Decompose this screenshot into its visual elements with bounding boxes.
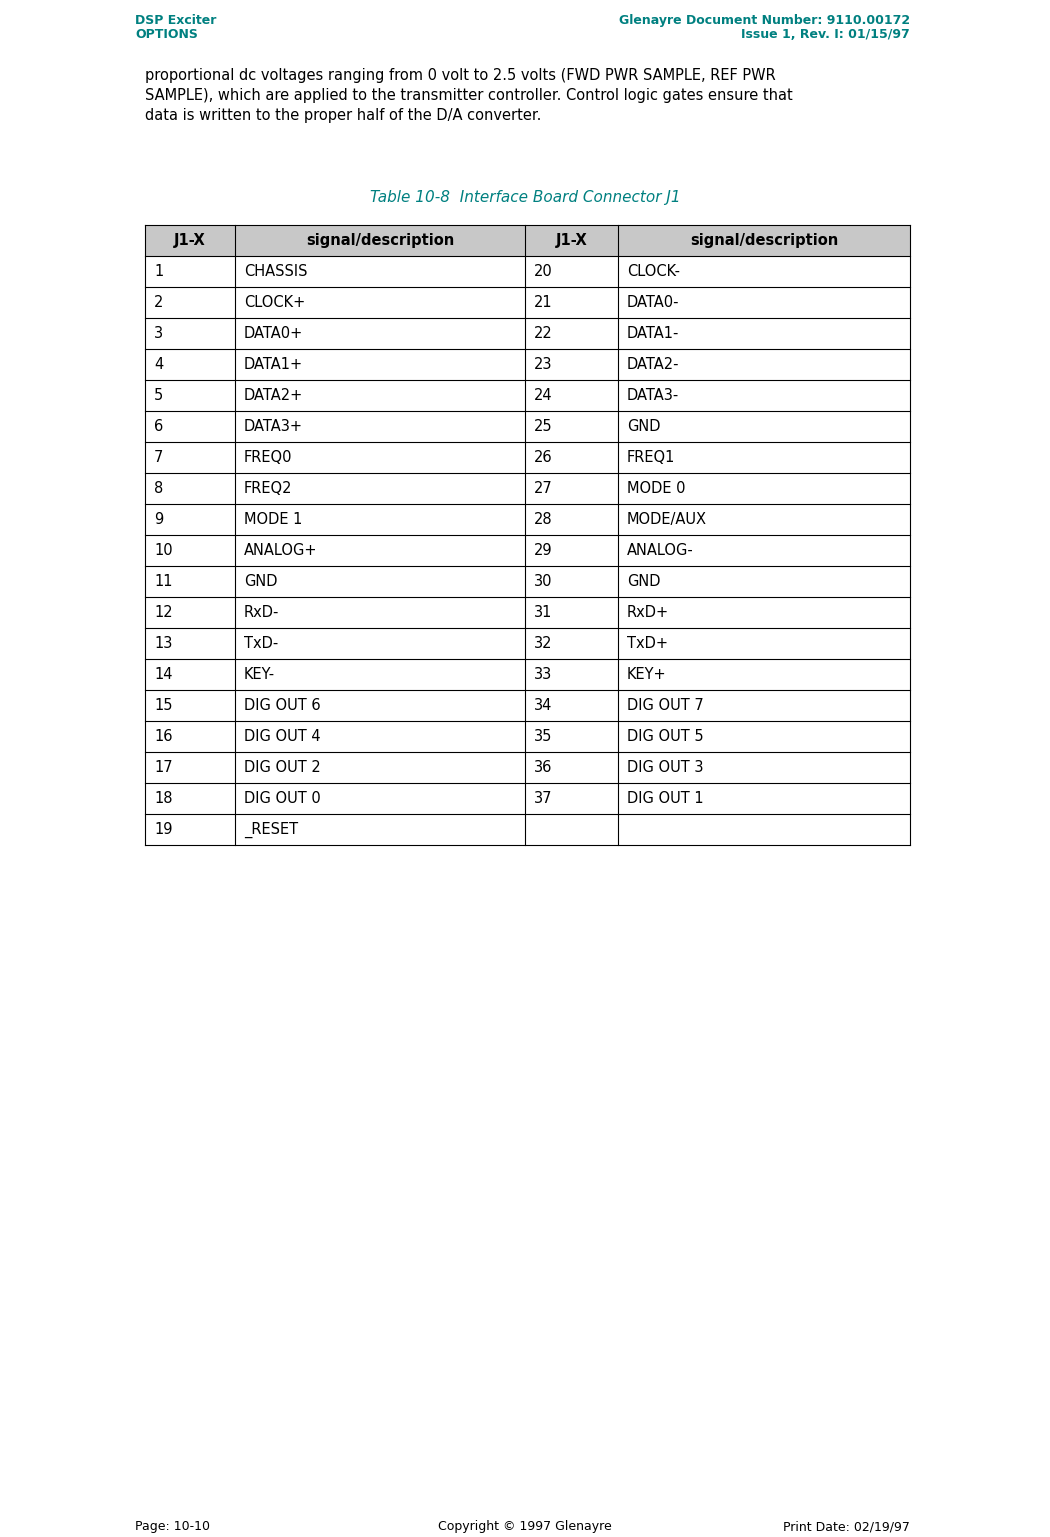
Text: DATA2-: DATA2- xyxy=(627,357,679,372)
Text: MODE/AUX: MODE/AUX xyxy=(627,512,707,527)
Text: Glenayre Document Number: 9110.00172: Glenayre Document Number: 9110.00172 xyxy=(618,14,910,28)
Text: DIG OUT 7: DIG OUT 7 xyxy=(627,698,704,713)
Text: 2: 2 xyxy=(154,295,164,310)
Text: signal/description: signal/description xyxy=(306,234,454,247)
Text: 27: 27 xyxy=(534,481,552,496)
Text: FREQ1: FREQ1 xyxy=(627,450,675,466)
Text: GND: GND xyxy=(244,573,277,589)
Text: MODE 0: MODE 0 xyxy=(627,481,686,496)
Text: ANALOG-: ANALOG- xyxy=(627,543,694,558)
Text: CLOCK-: CLOCK- xyxy=(627,264,680,280)
Text: TxD+: TxD+ xyxy=(627,636,668,652)
Text: RxD-: RxD- xyxy=(244,606,279,619)
Text: DIG OUT 0: DIG OUT 0 xyxy=(244,792,320,805)
Text: DATA0-: DATA0- xyxy=(627,295,679,310)
Text: DATA1-: DATA1- xyxy=(627,326,679,341)
Text: OPTIONS: OPTIONS xyxy=(135,28,197,41)
Text: DIG OUT 2: DIG OUT 2 xyxy=(244,759,320,775)
Text: 10: 10 xyxy=(154,543,172,558)
Text: 35: 35 xyxy=(534,729,552,744)
Text: DIG OUT 5: DIG OUT 5 xyxy=(627,729,704,744)
Text: GND: GND xyxy=(627,420,660,433)
Text: RxD+: RxD+ xyxy=(627,606,669,619)
Text: Page: 10-10: Page: 10-10 xyxy=(135,1520,210,1532)
Text: 8: 8 xyxy=(154,481,163,496)
Text: DATA0+: DATA0+ xyxy=(244,326,303,341)
Text: DATA1+: DATA1+ xyxy=(244,357,303,372)
Text: 29: 29 xyxy=(534,543,552,558)
Text: Table 10-8  Interface Board Connector J1: Table 10-8 Interface Board Connector J1 xyxy=(370,191,680,204)
Bar xyxy=(145,224,910,257)
Text: DIG OUT 4: DIG OUT 4 xyxy=(244,729,320,744)
Text: 3: 3 xyxy=(154,326,163,341)
Text: 1: 1 xyxy=(154,264,163,280)
Text: Copyright © 1997 Glenayre: Copyright © 1997 Glenayre xyxy=(438,1520,612,1532)
Text: 24: 24 xyxy=(534,387,552,403)
Text: 22: 22 xyxy=(534,326,552,341)
Text: 30: 30 xyxy=(534,573,552,589)
Text: ANALOG+: ANALOG+ xyxy=(244,543,317,558)
Text: KEY+: KEY+ xyxy=(627,667,667,682)
Text: DATA3-: DATA3- xyxy=(627,387,679,403)
Text: 37: 37 xyxy=(534,792,552,805)
Text: CLOCK+: CLOCK+ xyxy=(244,295,306,310)
Text: J1-X: J1-X xyxy=(555,234,587,247)
Text: 14: 14 xyxy=(154,667,172,682)
Text: 7: 7 xyxy=(154,450,164,466)
Text: 16: 16 xyxy=(154,729,172,744)
Text: 21: 21 xyxy=(534,295,552,310)
Text: signal/description: signal/description xyxy=(690,234,838,247)
Text: 19: 19 xyxy=(154,822,172,838)
Text: DSP Exciter: DSP Exciter xyxy=(135,14,216,28)
Text: 12: 12 xyxy=(154,606,172,619)
Text: DATA3+: DATA3+ xyxy=(244,420,303,433)
Text: CHASSIS: CHASSIS xyxy=(244,264,308,280)
Text: MODE 1: MODE 1 xyxy=(244,512,302,527)
Text: 31: 31 xyxy=(534,606,552,619)
Text: 17: 17 xyxy=(154,759,172,775)
Text: 13: 13 xyxy=(154,636,172,652)
Text: 15: 15 xyxy=(154,698,172,713)
Text: TxD-: TxD- xyxy=(244,636,278,652)
Text: 32: 32 xyxy=(534,636,552,652)
Text: 28: 28 xyxy=(534,512,552,527)
Text: 34: 34 xyxy=(534,698,552,713)
Text: FREQ0: FREQ0 xyxy=(244,450,293,466)
Text: 9: 9 xyxy=(154,512,163,527)
Text: 18: 18 xyxy=(154,792,172,805)
Text: 23: 23 xyxy=(534,357,552,372)
Text: 26: 26 xyxy=(534,450,552,466)
Text: KEY-: KEY- xyxy=(244,667,275,682)
Text: _RESET: _RESET xyxy=(244,821,298,838)
Text: 36: 36 xyxy=(534,759,552,775)
Text: FREQ2: FREQ2 xyxy=(244,481,293,496)
Text: DIG OUT 1: DIG OUT 1 xyxy=(627,792,704,805)
Text: data is written to the proper half of the D/A converter.: data is written to the proper half of th… xyxy=(145,108,542,123)
Text: Issue 1, Rev. I: 01/15/97: Issue 1, Rev. I: 01/15/97 xyxy=(741,28,910,41)
Text: 6: 6 xyxy=(154,420,163,433)
Text: DIG OUT 6: DIG OUT 6 xyxy=(244,698,320,713)
Text: SAMPLE), which are applied to the transmitter controller. Control logic gates en: SAMPLE), which are applied to the transm… xyxy=(145,88,793,103)
Text: proportional dc voltages ranging from 0 volt to 2.5 volts (FWD PWR SAMPLE, REF P: proportional dc voltages ranging from 0 … xyxy=(145,68,776,83)
Text: 33: 33 xyxy=(534,667,552,682)
Text: 25: 25 xyxy=(534,420,552,433)
Text: GND: GND xyxy=(627,573,660,589)
Text: J1-X: J1-X xyxy=(174,234,206,247)
Text: 20: 20 xyxy=(534,264,552,280)
Text: DIG OUT 3: DIG OUT 3 xyxy=(627,759,704,775)
Text: DATA2+: DATA2+ xyxy=(244,387,303,403)
Text: 4: 4 xyxy=(154,357,163,372)
Text: 11: 11 xyxy=(154,573,172,589)
Text: Print Date: 02/19/97: Print Date: 02/19/97 xyxy=(783,1520,910,1532)
Text: 5: 5 xyxy=(154,387,163,403)
